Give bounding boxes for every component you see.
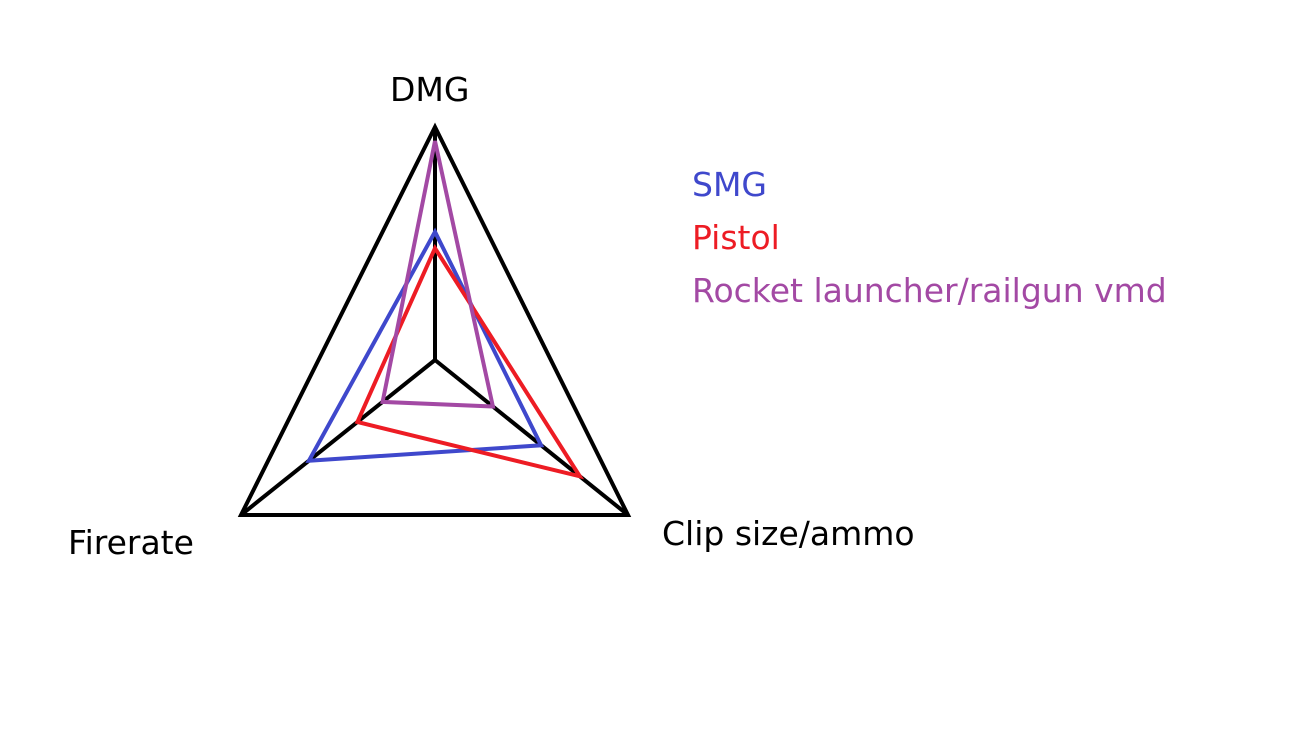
spoke-clip-size [433,358,630,517]
spoke-firerate [239,358,437,517]
chart-series [305,140,585,480]
legend: SMG Pistol Rocket launcher/railgun vmd [692,168,1167,327]
legend-entry-rocket-launcher: Rocket launcher/railgun vmd [692,271,1167,310]
chart-outline [237,122,632,517]
chart-frame [237,122,632,517]
legend-entry-smg: SMG [692,165,767,204]
axis-label-firerate: Firerate [68,523,194,562]
axis-label-clip-size: Clip size/ammo [662,514,915,553]
series-smg [305,227,545,464]
legend-entry-pistol: Pistol [692,218,780,257]
series-rocket-launcher [380,140,496,409]
axis-label-dmg: DMG [390,70,470,109]
